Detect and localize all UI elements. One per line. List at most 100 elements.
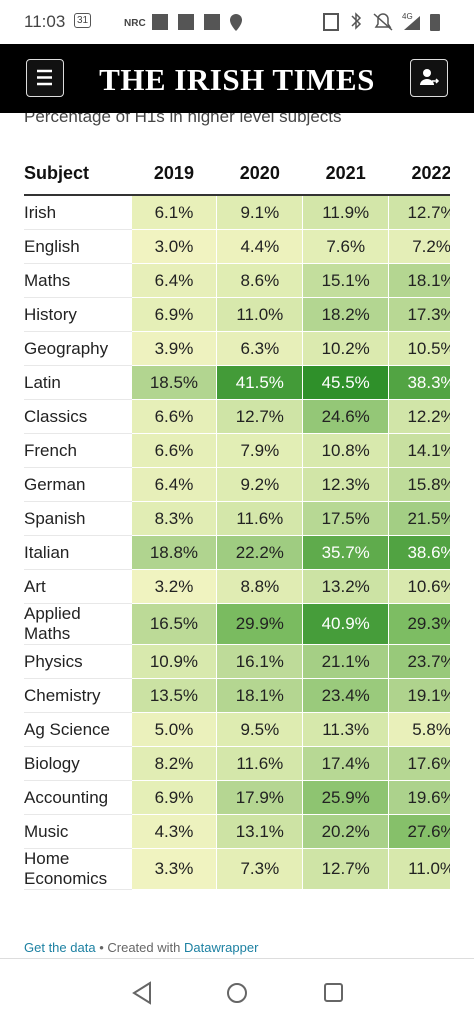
column-header: 2020 bbox=[216, 152, 303, 196]
value-cell: 3.2% bbox=[130, 569, 218, 604]
value-cell: 18.1% bbox=[216, 678, 304, 713]
recents-button[interactable] bbox=[324, 983, 343, 1002]
column-header: 2021 bbox=[302, 152, 389, 196]
value-cell: 13.1% bbox=[216, 814, 304, 849]
header-row: Subject 2019 2020 2021 2022 bbox=[24, 152, 450, 196]
value-cell: 27.6% bbox=[388, 814, 450, 849]
value-cell: 9.5% bbox=[216, 712, 304, 747]
value-cell: 11.9% bbox=[302, 194, 390, 230]
subject-cell: Applied Maths bbox=[24, 603, 131, 645]
value-cell: 12.3% bbox=[302, 467, 390, 502]
subject-cell: History bbox=[24, 297, 131, 332]
value-cell: 7.9% bbox=[216, 433, 304, 468]
value-cell: 8.3% bbox=[130, 501, 218, 536]
subject-cell: Geography bbox=[24, 331, 131, 366]
home-button[interactable] bbox=[227, 983, 247, 1003]
value-cell: 8.8% bbox=[216, 569, 304, 604]
subject-cell: French bbox=[24, 433, 131, 468]
subject-cell: Chemistry bbox=[24, 678, 131, 713]
value-cell: 6.9% bbox=[130, 780, 218, 815]
value-cell: 7.2% bbox=[388, 229, 450, 264]
value-cell: 18.1% bbox=[388, 263, 450, 298]
subject-cell: Music bbox=[24, 814, 131, 849]
system-icons bbox=[323, 12, 393, 31]
value-cell: 12.2% bbox=[388, 399, 450, 434]
table-body: Irish6.1%9.1%11.9%12.7%English3.0%4.4%7.… bbox=[24, 194, 450, 890]
value-cell: 11.6% bbox=[216, 501, 304, 536]
notification-icons bbox=[152, 14, 242, 31]
value-cell: 7.3% bbox=[216, 848, 304, 890]
subject-cell: Classics bbox=[24, 399, 131, 434]
value-cell: 20.2% bbox=[302, 814, 390, 849]
value-cell: 15.8% bbox=[388, 467, 450, 502]
nav-bar bbox=[0, 958, 474, 1028]
value-cell: 10.8% bbox=[302, 433, 390, 468]
subject-cell: Home Economics bbox=[24, 848, 131, 890]
value-cell: 7.6% bbox=[302, 229, 390, 264]
value-cell: 6.4% bbox=[130, 263, 218, 298]
value-cell: 18.8% bbox=[130, 535, 218, 570]
value-cell: 3.3% bbox=[130, 848, 218, 890]
account-button[interactable] bbox=[410, 59, 448, 97]
created-text: Created with bbox=[107, 940, 181, 955]
subject-cell: Biology bbox=[24, 746, 131, 781]
value-cell: 17.5% bbox=[302, 501, 390, 536]
subject-cell: Italian bbox=[24, 535, 131, 570]
value-cell: 6.6% bbox=[130, 399, 218, 434]
value-cell: 6.3% bbox=[216, 331, 304, 366]
subject-cell: English bbox=[24, 229, 131, 264]
subject-cell: Maths bbox=[24, 263, 131, 298]
value-cell: 8.6% bbox=[216, 263, 304, 298]
value-cell: 22.2% bbox=[216, 535, 304, 570]
value-cell: 40.9% bbox=[302, 603, 390, 645]
value-cell: 11.6% bbox=[216, 746, 304, 781]
value-cell: 6.4% bbox=[130, 467, 218, 502]
datawrapper-link[interactable]: Datawrapper bbox=[183, 940, 259, 955]
value-cell: 21.1% bbox=[302, 644, 390, 679]
value-cell: 6.1% bbox=[130, 194, 218, 230]
value-cell: 17.4% bbox=[302, 746, 390, 781]
clock: 11:03 bbox=[24, 12, 66, 31]
value-cell: 17.6% bbox=[388, 746, 450, 781]
value-cell: 23.7% bbox=[388, 644, 450, 679]
subject-cell: German bbox=[24, 467, 131, 502]
value-cell: 16.1% bbox=[216, 644, 304, 679]
value-cell: 9.2% bbox=[216, 467, 304, 502]
value-cell: 35.7% bbox=[302, 535, 390, 570]
value-cell: 12.7% bbox=[302, 848, 390, 890]
value-cell: 13.2% bbox=[302, 569, 390, 604]
value-cell: 15.1% bbox=[302, 263, 390, 298]
subject-cell: Irish bbox=[24, 195, 131, 230]
value-cell: 16.5% bbox=[130, 603, 218, 645]
separator: • bbox=[99, 940, 104, 955]
back-button[interactable] bbox=[132, 981, 151, 1005]
value-cell: 5.8% bbox=[388, 712, 450, 747]
value-cell: 19.6% bbox=[388, 780, 450, 815]
value-cell: 18.5% bbox=[130, 365, 218, 400]
subject-cell: Accounting bbox=[24, 780, 131, 815]
value-cell: 11.0% bbox=[216, 297, 304, 332]
heatmap-table: Subject 2019 2020 2021 2022 Irish 6.1% 9.1% 11.… bbox=[24, 152, 450, 890]
value-cell: 24.6% bbox=[302, 399, 390, 434]
value-cell: 11.3% bbox=[302, 712, 390, 747]
get-data-link[interactable]: Get the data bbox=[24, 940, 96, 955]
site-header: THE IRISH TIMES bbox=[0, 44, 474, 113]
value-cell: 25.9% bbox=[302, 780, 390, 815]
nav-buttons bbox=[132, 981, 343, 1005]
value-cell: 5.0% bbox=[130, 712, 218, 747]
value-cell: 12.7% bbox=[216, 399, 304, 434]
menu-button[interactable] bbox=[26, 59, 64, 97]
value-cell: 6.6% bbox=[130, 433, 218, 468]
value-cell: 17.3% bbox=[388, 297, 450, 332]
